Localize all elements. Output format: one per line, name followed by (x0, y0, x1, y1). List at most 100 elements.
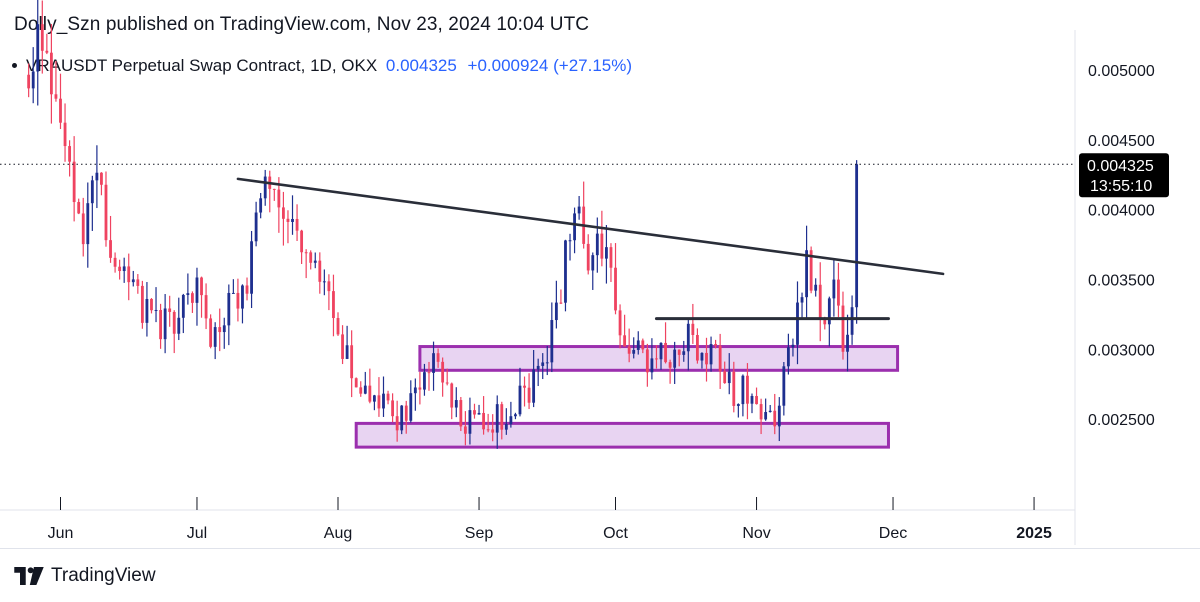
candle-body[interactable] (523, 385, 526, 388)
candle-body[interactable] (718, 345, 722, 372)
candle-body[interactable] (454, 400, 458, 408)
candle-body[interactable] (627, 346, 631, 354)
candle-body[interactable] (459, 400, 463, 427)
candle-body[interactable] (172, 311, 176, 334)
candle-body[interactable] (759, 404, 763, 420)
candle-body[interactable] (391, 400, 395, 417)
candle-body[interactable] (177, 317, 181, 334)
candle-body[interactable] (445, 382, 449, 384)
candle-body[interactable] (131, 279, 135, 283)
candle-body[interactable] (463, 426, 467, 434)
candle-body[interactable] (386, 393, 390, 401)
candle-body[interactable] (259, 198, 263, 213)
candle-body[interactable] (368, 385, 372, 402)
candle-body[interactable] (655, 358, 658, 360)
candle-body[interactable] (686, 323, 690, 352)
candle-body[interactable] (191, 293, 194, 303)
support-zone[interactable] (354, 421, 890, 449)
candle-body[interactable] (154, 309, 158, 311)
candle-body[interactable] (741, 375, 745, 405)
candle-body[interactable] (614, 267, 617, 311)
candle-body[interactable] (805, 250, 808, 298)
candle-body[interactable] (77, 202, 81, 214)
candle-body[interactable] (231, 292, 235, 294)
candle-body[interactable] (90, 180, 94, 204)
candle-body[interactable] (150, 298, 153, 311)
candle-body[interactable] (72, 161, 76, 203)
candle-body[interactable] (677, 349, 681, 355)
candle-body[interactable] (659, 342, 663, 360)
candle-body[interactable] (277, 189, 281, 208)
candle-body[interactable] (241, 285, 244, 309)
candle-body[interactable] (104, 184, 108, 241)
candle-body[interactable] (482, 412, 485, 430)
candle-body[interactable] (204, 295, 208, 319)
candle-body[interactable] (500, 404, 504, 430)
candle-body[interactable] (140, 285, 144, 323)
candle-body[interactable] (195, 277, 199, 303)
candle-body[interactable] (545, 362, 549, 364)
candle-body[interactable] (404, 405, 408, 421)
candle-body[interactable] (163, 308, 167, 340)
candle-body[interactable] (245, 285, 249, 294)
candle-body[interactable] (727, 371, 731, 384)
candle-body[interactable] (673, 349, 677, 368)
candle-body[interactable] (477, 412, 481, 415)
candle-body[interactable] (827, 298, 831, 325)
candle-body[interactable] (632, 349, 636, 354)
candle-body[interactable] (59, 98, 62, 123)
candle-body[interactable] (291, 218, 294, 222)
candle-body[interactable] (668, 362, 672, 368)
candle-body[interactable] (222, 325, 226, 333)
candle-body[interactable] (363, 385, 367, 394)
candle-body[interactable] (796, 302, 799, 345)
candle-body[interactable] (746, 375, 749, 404)
candle-body[interactable] (81, 213, 85, 245)
trend-line[interactable] (236, 177, 945, 276)
candle-body[interactable] (36, 24, 40, 72)
candle-body[interactable] (618, 310, 622, 336)
candle-body[interactable] (40, 24, 44, 51)
candle-body[interactable] (427, 372, 431, 374)
candle-body[interactable] (109, 240, 112, 258)
candle-body[interactable] (491, 429, 495, 433)
candle-body[interactable] (782, 366, 786, 406)
candle-body[interactable] (218, 327, 222, 333)
candle-body[interactable] (714, 344, 718, 346)
candle-body[interactable] (313, 260, 317, 263)
candle-body[interactable] (236, 292, 240, 309)
candle-body[interactable] (332, 291, 335, 319)
candle-body[interactable] (100, 172, 103, 185)
candle-body[interactable] (27, 74, 31, 89)
candle-body[interactable] (418, 387, 422, 390)
candle-body[interactable] (468, 410, 472, 434)
candle-body[interactable] (682, 351, 686, 355)
candle-body[interactable] (309, 252, 313, 263)
candle-body[interactable] (495, 404, 499, 433)
candle-body[interactable] (49, 52, 53, 95)
candle-body[interactable] (736, 404, 740, 406)
candle-body[interactable] (250, 241, 253, 294)
candle-body[interactable] (709, 344, 713, 365)
candle-body[interactable] (559, 302, 563, 304)
candle-body[interactable] (54, 94, 58, 99)
candle-body[interactable] (595, 233, 599, 256)
candle-body[interactable] (395, 416, 399, 431)
candle-body[interactable] (536, 365, 540, 370)
candle-body[interactable] (564, 240, 567, 303)
candle-body[interactable] (272, 188, 276, 190)
candle-body[interactable] (359, 387, 363, 394)
candle-body[interactable] (777, 405, 781, 427)
candle-body[interactable] (650, 358, 654, 373)
candle-body[interactable] (518, 385, 522, 415)
candle-body[interactable] (400, 405, 404, 431)
candle-body[interactable] (382, 393, 385, 409)
candle-body[interactable] (450, 383, 454, 408)
candle-body[interactable] (732, 371, 736, 406)
candle-body[interactable] (263, 176, 267, 199)
candle-body[interactable] (814, 284, 818, 291)
candle-body[interactable] (159, 309, 162, 340)
candle-body[interactable] (377, 395, 381, 409)
candle-body[interactable] (213, 327, 217, 347)
candle-body[interactable] (809, 250, 813, 291)
